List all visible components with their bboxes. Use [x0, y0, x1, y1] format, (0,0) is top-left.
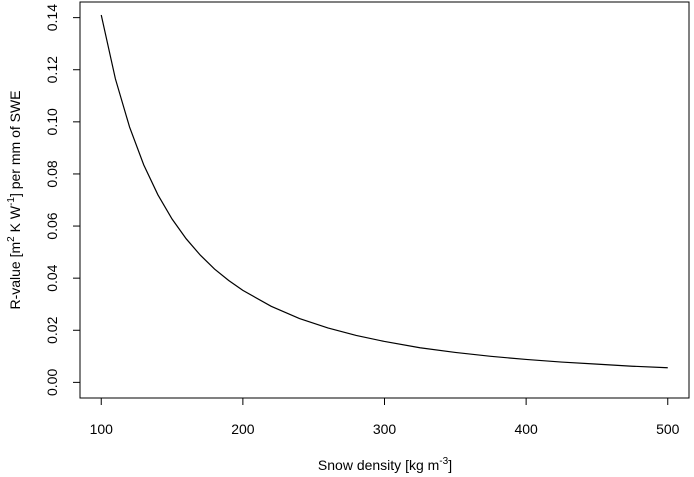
series-layer — [100, 14, 668, 369]
x-tick-label: 500 — [656, 421, 680, 437]
x-axis-label-prefix: Snow density [kg m — [318, 457, 439, 473]
y-axis-label-part-3: ] per mm of SWE — [7, 90, 23, 197]
y-axis-label-part-1: R-value [m — [7, 242, 23, 310]
x-axis-label-suffix: ] — [448, 457, 452, 473]
series-line — [100, 14, 668, 369]
x-axis-label-superscript: -3 — [439, 456, 448, 467]
y-axis-label-part-2: K W — [7, 205, 23, 236]
x-tick-label: 400 — [514, 421, 538, 437]
x-tick-label: 100 — [90, 421, 114, 437]
x-axis: 100 200 300 400 500 — [90, 397, 680, 437]
y-axis-label-superscript-1: 2 — [6, 236, 17, 242]
y-axis-label-superscript-2: -1 — [6, 197, 17, 206]
y-tick-label: 0.10 — [44, 108, 60, 135]
y-axis-label: R-value [m2 K W-1] per mm of SWE — [6, 90, 23, 309]
y-tick-label: 0.12 — [44, 56, 60, 83]
y-tick-label: 0.08 — [44, 160, 60, 187]
plot-frame — [79, 1, 690, 399]
x-tick-label: 300 — [373, 421, 397, 437]
y-tick-label: 0.06 — [44, 212, 60, 239]
y-tick-label: 0.14 — [44, 4, 60, 31]
y-tick-label: 0.00 — [44, 369, 60, 396]
x-tick-label: 200 — [231, 421, 255, 437]
y-tick-label: 0.02 — [44, 316, 60, 343]
y-tick-label: 0.04 — [44, 264, 60, 291]
x-axis-label: Snow density [kg m-3] — [318, 456, 452, 473]
y-axis: 0.00 0.02 0.04 0.06 0.08 0.10 0.12 0.14 — [44, 4, 81, 396]
